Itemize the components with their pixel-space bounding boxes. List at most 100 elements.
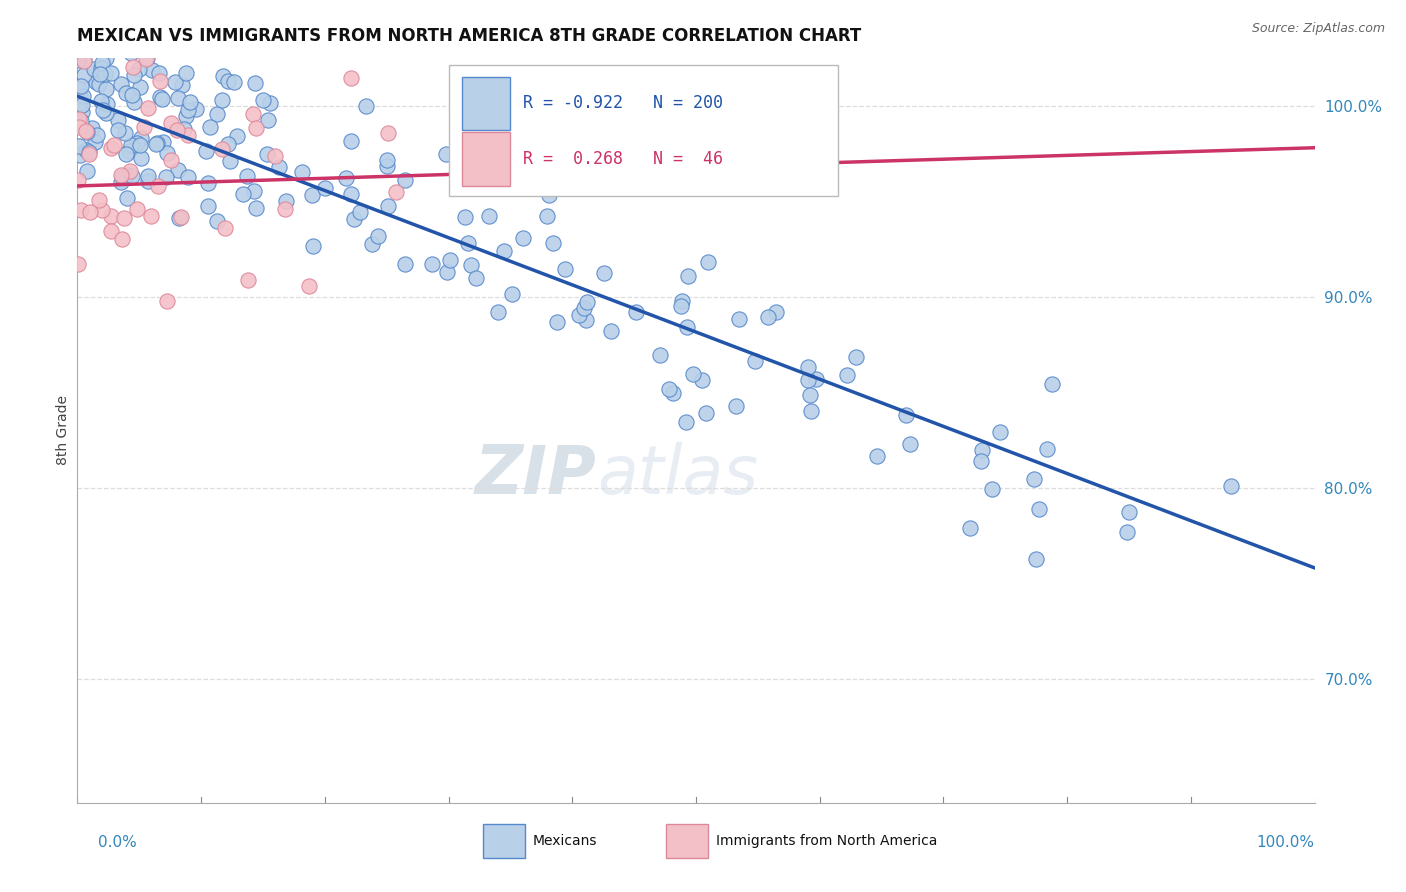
Point (145, 136, 167, 151)
Point (252, 93, 274, 107)
Point (103, 137, 125, 152)
Point (195, 144, 218, 158)
Point (177, 103, 200, 117)
Point (695, 406, 717, 420)
Text: Mexicans: Mexicans (533, 834, 598, 847)
Point (90, 94, 112, 108)
Text: Source: ZipAtlas.com: Source: ZipAtlas.com (1251, 22, 1385, 36)
Point (100, 66, 122, 80)
Point (245, 120, 267, 135)
Point (174, 66, 197, 80)
Point (79, 146, 101, 161)
Point (211, 142, 233, 156)
Point (1035, 442, 1057, 457)
Point (89, 78, 111, 92)
Point (256, 147, 278, 161)
Y-axis label: 8th Grade: 8th Grade (56, 395, 70, 466)
Point (70, 105, 93, 120)
Point (94, 82, 117, 96)
Text: R = -0.922   N = 200: R = -0.922 N = 200 (523, 95, 723, 112)
Point (165, 74, 187, 88)
Point (1040, 376, 1063, 391)
Point (121, 169, 143, 184)
Point (94, 51, 117, 65)
Point (314, 180, 336, 194)
Point (259, 96, 281, 111)
Point (1028, 502, 1050, 516)
Point (339, 70, 361, 85)
Point (682, 368, 704, 382)
Point (457, 236, 479, 251)
Point (478, 210, 501, 224)
Point (166, 123, 188, 137)
Point (765, 304, 787, 318)
Point (728, 311, 751, 326)
Point (118, 164, 141, 178)
Text: 100.0%: 100.0% (1257, 836, 1315, 850)
Point (112, 211, 135, 226)
Point (669, 299, 692, 313)
Point (420, 256, 443, 270)
Point (69, 82, 91, 96)
Point (356, 99, 378, 113)
Point (179, 95, 201, 110)
Point (107, 112, 129, 127)
Point (235, 169, 257, 183)
Point (167, 162, 190, 177)
Point (298, 279, 321, 293)
Point (845, 350, 868, 364)
Point (70, 98, 93, 112)
Point (434, 147, 457, 161)
Point (454, 211, 477, 225)
Point (198, 120, 221, 134)
Point (340, 134, 363, 148)
Point (866, 449, 889, 463)
Point (170, 210, 193, 224)
Point (160, 153, 183, 167)
Point (156, 146, 179, 161)
Point (69, 96, 91, 111)
Point (264, 149, 287, 163)
Point (75, 123, 97, 137)
Point (676, 320, 699, 334)
Point (67, 45, 90, 60)
Point (242, 107, 264, 121)
Point (894, 408, 917, 422)
Point (343, 212, 366, 227)
Point (302, 239, 325, 253)
Point (146, 136, 169, 150)
Point (574, 313, 596, 327)
Point (80, 120, 103, 135)
Point (367, 229, 389, 244)
Point (120, 137, 142, 152)
Point (217, 74, 239, 88)
Point (84, 135, 107, 149)
Point (128, 62, 150, 76)
Point (465, 271, 488, 285)
Point (69, 148, 91, 162)
Point (117, 191, 139, 205)
Point (1025, 552, 1047, 566)
Point (150, 92, 173, 106)
Point (211, 94, 233, 108)
Point (125, 136, 148, 150)
Point (232, 187, 254, 202)
Point (501, 286, 523, 301)
Point (155, 170, 177, 185)
Point (89, 67, 111, 81)
Point (219, 154, 242, 169)
Point (554, 261, 576, 276)
Point (89, 193, 111, 207)
Point (756, 310, 779, 325)
Point (174, 109, 197, 123)
Point (197, 199, 219, 213)
Point (159, 115, 181, 129)
Point (129, 137, 152, 152)
Text: 0.0%: 0.0% (98, 836, 138, 850)
Point (156, 293, 179, 308)
Point (568, 308, 591, 322)
Point (115, 147, 138, 161)
Point (375, 153, 398, 167)
Point (1220, 479, 1243, 493)
FancyBboxPatch shape (484, 823, 526, 858)
